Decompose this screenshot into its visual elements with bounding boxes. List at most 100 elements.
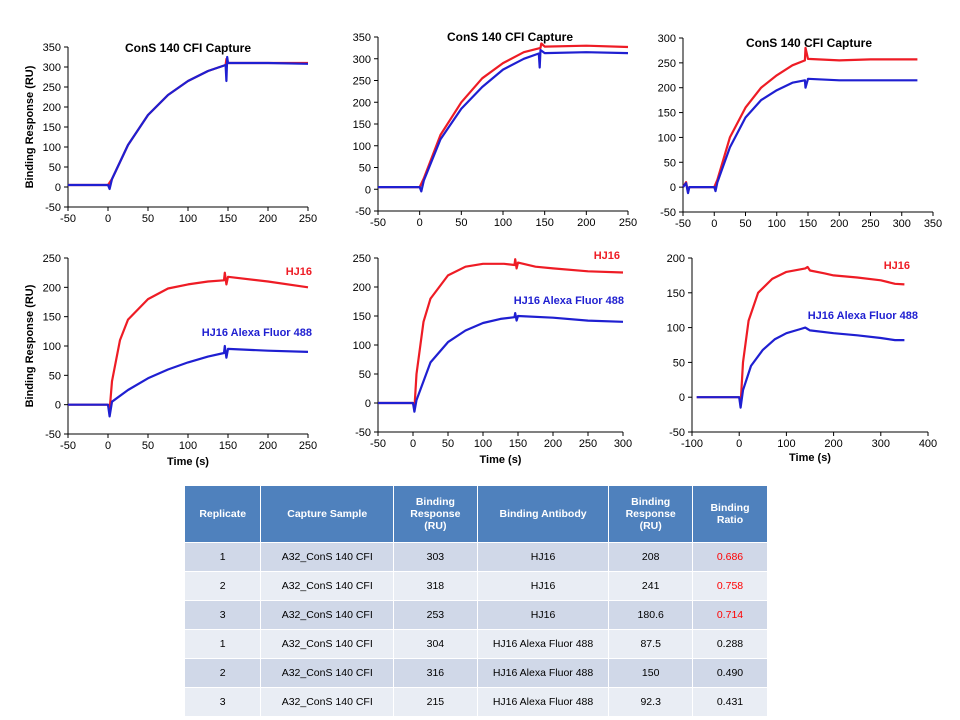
- chart-panel-3: -50 0 50 100 150 200 250 300 -50 0 50 100 150 200 250 3…: [658, 33, 943, 230]
- y-tick-label: 150: [43, 122, 61, 134]
- y-tick-label: 300: [43, 62, 61, 74]
- y-tick-label: 200: [658, 83, 676, 95]
- cell-antibody-response: 208: [608, 542, 693, 572]
- chart-title: ConS 140 CFI Capture: [746, 36, 872, 50]
- x-axis-label: Time (s): [789, 452, 831, 464]
- y-tick-label: 0: [670, 182, 676, 194]
- cell-binding-ratio: 0.686: [691, 542, 769, 572]
- cell-replicate: 1: [183, 542, 262, 572]
- cell-replicate: 1: [183, 629, 262, 659]
- x-axis-label: Time (s): [167, 456, 209, 468]
- y-tick-label: 150: [667, 288, 685, 300]
- y-tick-label: 250: [43, 253, 61, 265]
- y-tick-label: 150: [353, 311, 371, 323]
- col-header-binding-antibody: Binding Antibody: [476, 485, 610, 543]
- x-tick-label: 350: [924, 218, 942, 230]
- col-header-capture-response: Binding Response (RU): [393, 485, 478, 543]
- y-tick-label: 50: [49, 162, 61, 174]
- y-tick-label: 50: [664, 157, 676, 169]
- cell-binding-ratio: 0.431: [691, 687, 769, 717]
- x-tick-label: 250: [299, 213, 317, 225]
- y-axis-label: Binding Response (RU): [24, 284, 36, 407]
- x-tick-label: -50: [370, 217, 386, 229]
- x-tick-label: -100: [681, 438, 703, 450]
- y-tick-label: 100: [353, 340, 371, 352]
- y-tick-label: -50: [45, 429, 61, 441]
- cell-capture-response: 253: [393, 600, 478, 630]
- table-header-row: Replicate Capture Sample Binding Respons…: [183, 485, 769, 543]
- series-label-hj16-alexa: HJ16 Alexa Fluor 488: [808, 310, 918, 322]
- cell-replicate: 2: [183, 571, 262, 601]
- cell-antibody-response: 180.6: [608, 600, 693, 630]
- y-tick-label: 0: [55, 400, 61, 412]
- x-tick-label: 0: [711, 218, 717, 230]
- binding-results-table: Replicate Capture Sample Binding Respons…: [183, 485, 769, 717]
- y-tick-label: 200: [667, 253, 685, 265]
- y-tick-label: 250: [43, 82, 61, 94]
- x-tick-label: 200: [830, 218, 848, 230]
- chart-panel-1: -50 0 50 100 150 200 250 300 350 -50 0 50 100 150 200 2…: [24, 41, 317, 225]
- table-row: 3 A32_ConS 140 CFI 253 HJ16 180.6 0.714: [183, 600, 769, 630]
- x-tick-label: 100: [777, 438, 795, 450]
- cell-capture-response: 316: [393, 658, 478, 688]
- y-tick-label: 50: [49, 370, 61, 382]
- cell-binding-antibody: HJ16 Alexa Fluor 488: [476, 658, 610, 688]
- binding-charts: -50 0 50 100 150 200 250 300 350 -50 0 50 100 150 200 2…: [24, 30, 943, 468]
- chart-title: ConS 140 CFI Capture: [125, 41, 251, 55]
- x-tick-label: 200: [544, 438, 562, 450]
- x-axis-label: Time (s): [480, 454, 522, 466]
- cell-antibody-response: 241: [608, 571, 693, 601]
- chart-panel-6: -50 0 50 100 150 200 -100 0 100 200 300 400 Time (s)…: [667, 253, 938, 464]
- x-tick-label: -50: [370, 438, 386, 450]
- x-tick-label: 0: [417, 217, 423, 229]
- y-tick-label: 150: [353, 119, 371, 131]
- x-tick-label: 400: [919, 438, 937, 450]
- y-tick-label: 100: [43, 341, 61, 353]
- series-label-hj16: HJ16: [286, 266, 312, 278]
- y-tick-label: 200: [353, 97, 371, 109]
- x-tick-label: 200: [824, 438, 842, 450]
- x-tick-label: 50: [442, 438, 454, 450]
- x-tick-label: 100: [494, 217, 512, 229]
- cell-capture-sample: A32_ConS 140 CFI: [260, 658, 395, 688]
- cell-binding-antibody: HJ16 Alexa Fluor 488: [476, 629, 610, 659]
- y-tick-label: 100: [667, 323, 685, 335]
- y-tick-label: 100: [43, 142, 61, 154]
- cell-binding-ratio: 0.758: [691, 571, 769, 601]
- cell-antibody-response: 150: [608, 658, 693, 688]
- series-line-red: [696, 265, 905, 406]
- y-tick-label: 250: [353, 253, 371, 265]
- cell-capture-response: 303: [393, 542, 478, 572]
- y-tick-label: 250: [658, 58, 676, 70]
- series-line-blue: [68, 344, 309, 418]
- cell-capture-response: 215: [393, 687, 478, 717]
- table-row: 1 A32_ConS 140 CFI 303 HJ16 208 0.686: [183, 542, 769, 572]
- x-tick-label: 250: [299, 440, 317, 452]
- x-tick-label: 200: [577, 217, 595, 229]
- y-tick-label: 350: [353, 32, 371, 44]
- series-line-red: [682, 46, 918, 194]
- chart-panel-2: -50 0 50 100 150 200 250 300 350 -50 0 50 100 150 200 2…: [353, 30, 638, 229]
- y-tick-label: 150: [658, 108, 676, 120]
- cell-capture-sample: A32_ConS 140 CFI: [260, 629, 395, 659]
- x-tick-label: 200: [259, 213, 277, 225]
- y-axis-label: Binding Response (RU): [24, 65, 36, 188]
- col-header-replicate: Replicate: [183, 485, 262, 543]
- cell-capture-sample: A32_ConS 140 CFI: [260, 600, 395, 630]
- x-tick-label: 150: [535, 217, 553, 229]
- cell-capture-sample: A32_ConS 140 CFI: [260, 687, 395, 717]
- cell-binding-ratio: 0.490: [691, 658, 769, 688]
- series-label-hj16: HJ16: [884, 260, 910, 272]
- cell-replicate: 3: [183, 687, 262, 717]
- x-tick-label: 300: [893, 218, 911, 230]
- table-row: 1 A32_ConS 140 CFI 304 HJ16 Alexa Fluor …: [183, 629, 769, 659]
- y-tick-label: -50: [660, 207, 676, 219]
- cell-replicate: 3: [183, 600, 262, 630]
- y-tick-label: 0: [365, 184, 371, 196]
- x-tick-label: 50: [739, 218, 751, 230]
- col-header-capture-sample: Capture Sample: [260, 485, 395, 543]
- y-tick-label: 300: [658, 33, 676, 45]
- cell-capture-sample: A32_ConS 140 CFI: [260, 571, 395, 601]
- x-tick-label: 100: [179, 213, 197, 225]
- cell-antibody-response: 92.3: [608, 687, 693, 717]
